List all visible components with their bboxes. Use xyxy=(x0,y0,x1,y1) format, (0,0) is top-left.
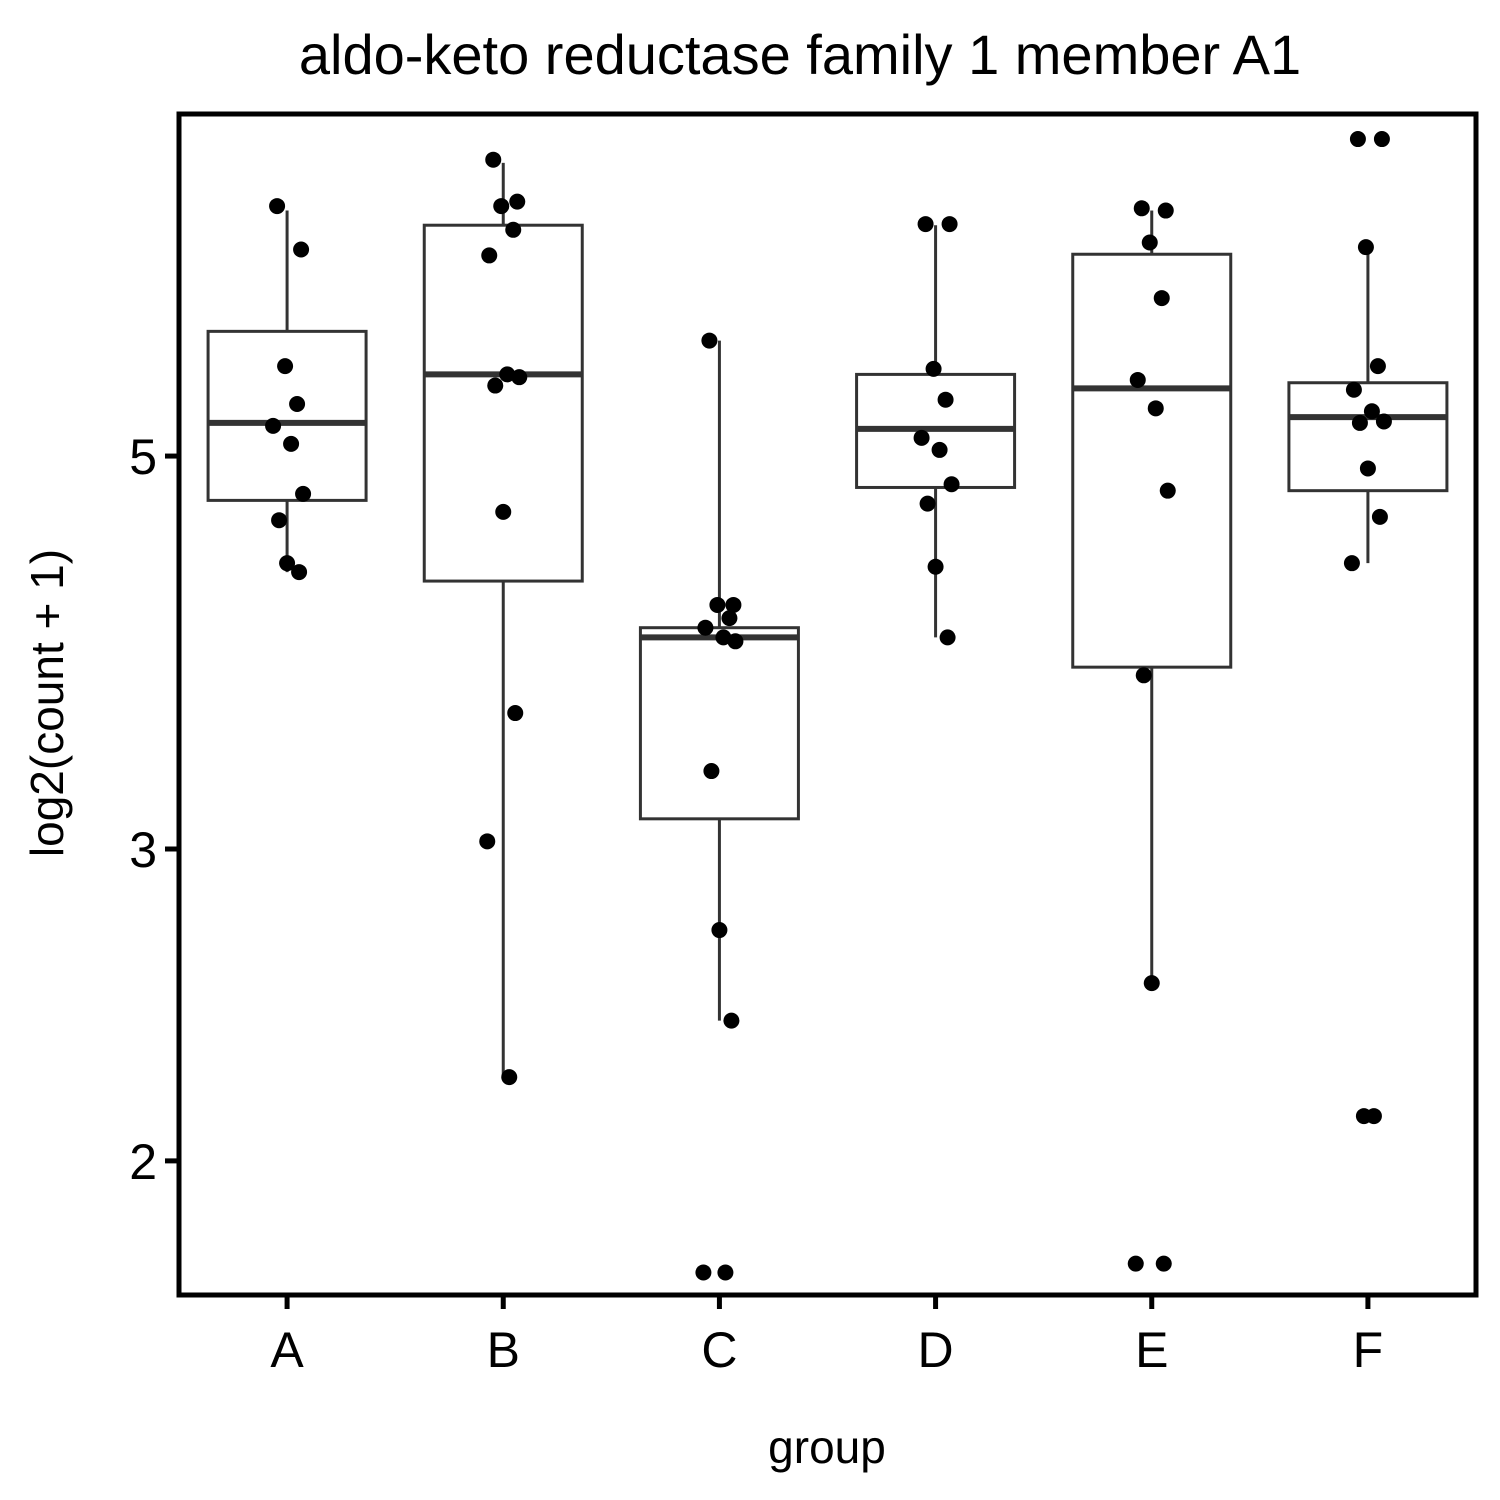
data-point-a xyxy=(265,417,282,434)
data-point-f xyxy=(1371,508,1388,525)
box-d xyxy=(855,225,1017,638)
data-point-c xyxy=(727,633,744,650)
data-point-b xyxy=(479,833,496,850)
boxes-layer xyxy=(206,162,1449,1078)
data-point-e xyxy=(1135,667,1152,684)
x-tick-label: A xyxy=(270,1322,304,1378)
data-point-d xyxy=(917,216,934,233)
data-point-d xyxy=(943,476,960,493)
data-point-b xyxy=(511,369,528,386)
data-point-c xyxy=(721,610,738,627)
plot-border xyxy=(176,111,1479,1298)
box-body xyxy=(1071,252,1233,669)
y-axis-title: log2(count + 1) xyxy=(21,549,73,857)
data-point-c xyxy=(695,1264,712,1281)
data-point-f xyxy=(1375,413,1392,430)
box-e xyxy=(1071,210,1233,984)
data-point-f xyxy=(1359,460,1376,477)
data-point-a xyxy=(289,396,306,413)
data-point-d xyxy=(941,216,958,233)
data-point-e xyxy=(1129,371,1146,388)
data-point-b xyxy=(493,198,510,215)
box-body xyxy=(422,223,584,583)
data-point-c xyxy=(725,596,742,613)
box-body xyxy=(638,626,800,821)
x-tick-label: D xyxy=(918,1322,954,1378)
data-point-a xyxy=(283,435,300,452)
points-layer xyxy=(265,131,1392,1281)
data-point-e xyxy=(1153,290,1170,307)
box-body xyxy=(206,329,368,502)
data-point-a xyxy=(271,512,288,529)
y-tick-label: 5 xyxy=(129,429,157,485)
data-point-e xyxy=(1133,200,1150,217)
data-point-c xyxy=(717,1264,734,1281)
data-point-e xyxy=(1127,1255,1144,1272)
y-tick-label: 3 xyxy=(129,822,157,878)
data-point-a xyxy=(277,358,294,375)
x-tick-label: E xyxy=(1135,1322,1168,1378)
data-point-e xyxy=(1143,975,1160,992)
chart-title: aldo-keto reductase family 1 member A1 xyxy=(299,23,1301,86)
data-point-e xyxy=(1159,482,1176,499)
data-point-d xyxy=(913,429,930,446)
y-tick-label: 2 xyxy=(129,1134,157,1190)
data-point-b xyxy=(481,247,498,264)
data-point-b xyxy=(485,151,502,168)
data-point-b xyxy=(501,1069,518,1086)
data-point-e xyxy=(1157,202,1174,219)
data-point-d xyxy=(939,629,956,646)
data-point-d xyxy=(927,558,944,575)
data-point-a xyxy=(295,485,312,502)
data-point-c xyxy=(709,596,726,613)
data-point-d xyxy=(919,495,936,512)
data-point-f xyxy=(1373,131,1390,148)
x-axis-title: group xyxy=(768,1421,886,1473)
box-b xyxy=(422,162,584,1078)
data-point-b xyxy=(509,193,526,210)
x-tick-label: B xyxy=(487,1322,520,1378)
box-c xyxy=(638,340,800,1021)
data-point-a xyxy=(293,241,310,258)
data-point-b xyxy=(487,377,504,394)
data-point-a xyxy=(269,198,286,215)
data-point-f xyxy=(1343,555,1360,572)
data-point-e xyxy=(1141,234,1158,251)
data-point-c xyxy=(703,763,720,780)
x-tick-label: C xyxy=(701,1322,737,1378)
data-point-e xyxy=(1147,400,1164,417)
data-point-f xyxy=(1349,131,1366,148)
data-point-d xyxy=(931,441,948,458)
box-a xyxy=(206,210,368,573)
x-tick-label: F xyxy=(1353,1322,1384,1378)
data-point-f xyxy=(1369,358,1386,375)
data-point-d xyxy=(937,391,954,408)
data-point-c xyxy=(701,332,718,349)
data-point-f xyxy=(1355,1108,1372,1125)
data-point-c xyxy=(715,629,732,646)
data-point-f xyxy=(1345,381,1362,398)
data-point-b xyxy=(495,503,512,520)
data-point-c xyxy=(697,619,714,636)
axes-layer: 2 3 5 A B C D E F xyxy=(129,111,1479,1378)
data-point-d xyxy=(925,360,942,377)
data-point-a xyxy=(279,555,296,572)
data-point-b xyxy=(507,705,524,722)
data-point-b xyxy=(499,366,516,383)
data-point-f xyxy=(1351,414,1368,431)
data-point-b xyxy=(505,221,522,238)
data-point-c xyxy=(723,1012,740,1029)
data-point-f xyxy=(1363,403,1380,420)
data-point-e xyxy=(1155,1255,1172,1272)
data-point-a xyxy=(291,564,308,581)
data-point-c xyxy=(711,922,728,939)
data-point-f xyxy=(1357,239,1374,256)
